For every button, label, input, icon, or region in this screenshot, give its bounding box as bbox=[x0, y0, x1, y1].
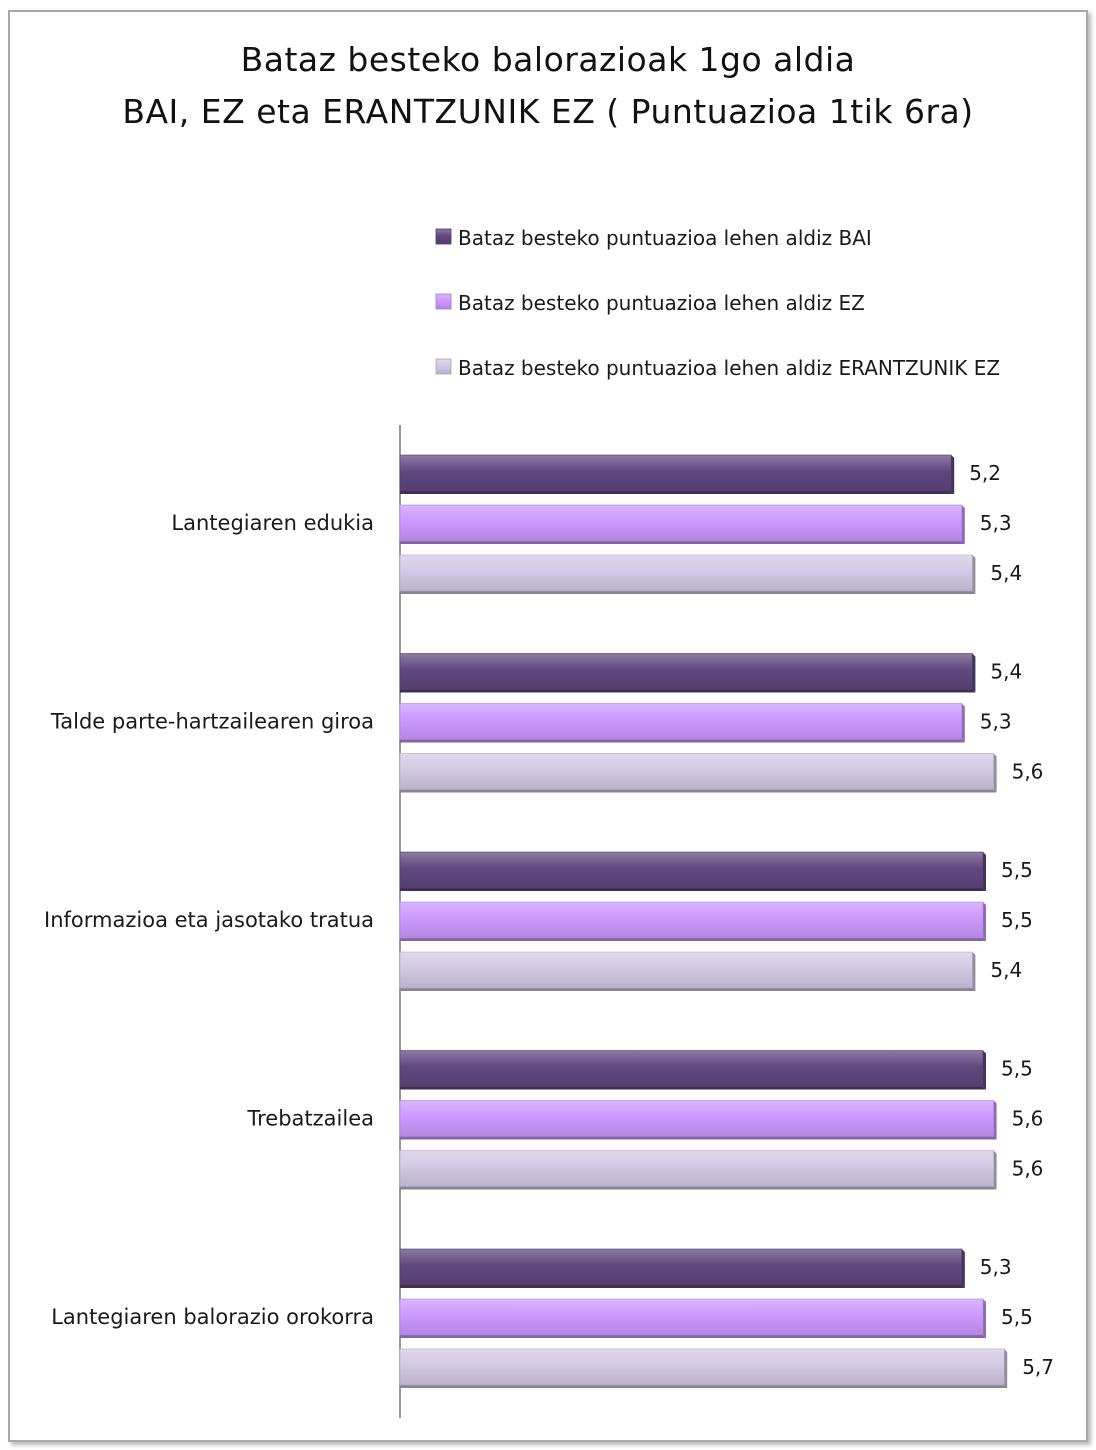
legend-swatch-1 bbox=[435, 228, 452, 245]
legend: Bataz besteko puntuazioa lehen aldiz BAI… bbox=[435, 226, 1000, 380]
bar-4-1 bbox=[399, 1050, 986, 1090]
bar-1-2 bbox=[399, 504, 965, 544]
data-label: 5,4 bbox=[990, 958, 1022, 982]
category-label: Lantegiaren edukia bbox=[171, 511, 374, 535]
legend-swatch-3 bbox=[435, 358, 452, 375]
data-label: 5,4 bbox=[990, 561, 1022, 585]
data-label: 5,7 bbox=[1022, 1355, 1054, 1379]
chart-title: Bataz besteko balorazioak 1go aldia bbox=[240, 40, 856, 79]
data-label: 5,3 bbox=[980, 710, 1012, 734]
data-label: 5,6 bbox=[1012, 1157, 1044, 1181]
bar-3-2 bbox=[399, 901, 986, 941]
category-label: Trebatzailea bbox=[246, 1107, 374, 1131]
bar-3-3 bbox=[399, 951, 976, 991]
data-label: 5,3 bbox=[980, 511, 1012, 535]
category-label: Informazioa eta jasotako tratua bbox=[44, 908, 374, 932]
bar-5-1 bbox=[399, 1248, 965, 1288]
bar-1-1 bbox=[399, 454, 955, 494]
bar-5-3 bbox=[399, 1348, 1008, 1388]
data-label: 5,3 bbox=[980, 1255, 1012, 1279]
data-label: 5,6 bbox=[1012, 760, 1044, 784]
category-label: Talde parte-hartzailearen giroa bbox=[50, 710, 374, 734]
bar-2-1 bbox=[399, 653, 976, 693]
bar-3-1 bbox=[399, 851, 986, 891]
category-label: Lantegiaren balorazio orokorra bbox=[51, 1305, 374, 1329]
data-label: 5,5 bbox=[1001, 1305, 1033, 1329]
bar-2-3 bbox=[399, 753, 997, 793]
bar-2-2 bbox=[399, 703, 965, 743]
legend-label-1: Bataz besteko puntuazioa lehen aldiz BAI bbox=[458, 226, 872, 250]
data-label: 5,5 bbox=[1001, 1057, 1033, 1081]
data-label: 5,5 bbox=[1001, 858, 1033, 882]
chart-subtitle: BAI, EZ eta ERANTZUNIK EZ ( Puntuazioa 1… bbox=[122, 92, 974, 131]
legend-label-2: Bataz besteko puntuazioa lehen aldiz EZ bbox=[458, 291, 865, 315]
data-label: 5,5 bbox=[1001, 908, 1033, 932]
bar-1-3 bbox=[399, 554, 976, 594]
data-label: 5,6 bbox=[1012, 1107, 1044, 1131]
bar-5-2 bbox=[399, 1298, 986, 1338]
bar-4-3 bbox=[399, 1150, 997, 1190]
data-label: 5,4 bbox=[990, 660, 1022, 684]
bar-4-2 bbox=[399, 1100, 997, 1140]
data-label: 5,2 bbox=[969, 461, 1001, 485]
legend-label-3: Bataz besteko puntuazioa lehen aldiz ERA… bbox=[458, 356, 1000, 380]
legend-swatch-2 bbox=[435, 293, 452, 310]
